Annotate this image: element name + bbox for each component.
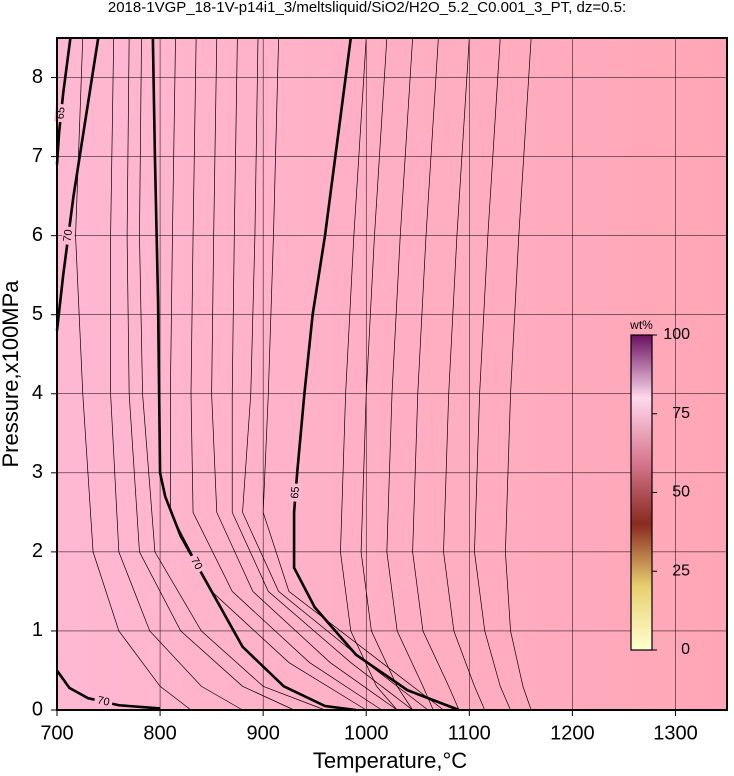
y-tick-label: 7 — [32, 145, 43, 167]
contour-label-bg — [288, 483, 303, 503]
x-tick-label: 800 — [143, 722, 176, 744]
y-tick-label: 6 — [32, 224, 43, 246]
x-axis-label: Temperature,°C — [313, 748, 467, 773]
colorbar — [630, 334, 653, 651]
y-tick-label: 3 — [32, 461, 43, 483]
y-tick-label: 5 — [32, 303, 43, 325]
y-tick-label: 4 — [32, 382, 43, 404]
colorbar-tick-label: 0 — [681, 641, 690, 658]
contour-label-bg — [93, 693, 114, 710]
contour-label: 65 — [289, 486, 302, 499]
chart-title: 2018-1VGP_18-1V-p14i1_3/meltsliquid/SiO2… — [108, 0, 626, 16]
y-tick-label: 1 — [32, 619, 43, 641]
y-tick-label: 0 — [32, 698, 43, 720]
colorbar-tick-label: 25 — [672, 562, 690, 579]
contour-label-bg — [186, 552, 206, 575]
x-tick-label: 900 — [246, 722, 279, 744]
contour-label: 70 — [96, 694, 111, 708]
colorbar-tick-label: 50 — [672, 484, 690, 501]
x-tick-label: 1200 — [550, 722, 595, 744]
x-tick-label: 1100 — [448, 722, 491, 744]
y-tick-label: 8 — [32, 66, 43, 88]
x-tick-label: 700 — [40, 722, 73, 744]
y-tick-label: 2 — [32, 540, 43, 562]
x-tick-label: 1000 — [344, 722, 389, 744]
bold-contour — [151, 37, 357, 712]
bold-contour — [55, 669, 161, 710]
plot-area — [57, 38, 727, 710]
contour-label: 70 — [62, 229, 75, 243]
contour-label: 70 — [188, 555, 204, 572]
colorbar-label: wt% — [629, 318, 653, 332]
x-tick-label: 1300 — [653, 722, 698, 744]
contour-label-bg — [61, 225, 76, 246]
colorbar-tick-label: 75 — [672, 405, 690, 422]
plot-frame — [56, 37, 728, 711]
y-axis-label: Pressure,x100MPa — [0, 280, 23, 468]
colorbar-tick-label: 100 — [663, 326, 690, 343]
bold-contour — [55, 37, 100, 331]
